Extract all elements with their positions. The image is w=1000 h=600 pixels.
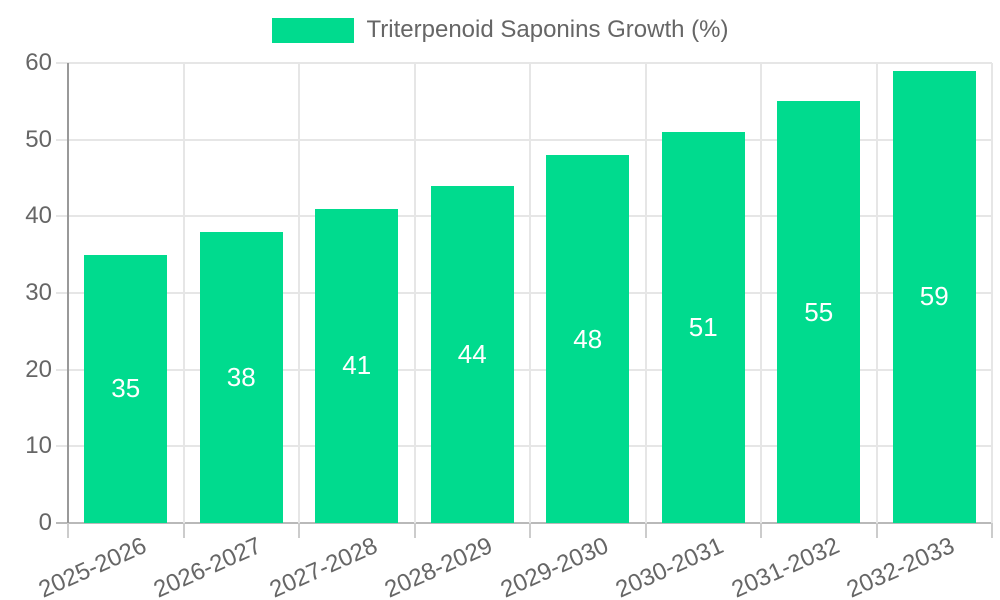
x-axis-tick	[413, 523, 416, 538]
bar[interactable]: 55	[777, 101, 861, 523]
gridline-horizontal	[56, 292, 992, 294]
x-axis-tick	[991, 523, 993, 538]
x-axis-tick	[760, 523, 762, 538]
bar-value-label: 44	[457, 338, 487, 369]
x-axis-tick	[298, 523, 300, 538]
legend: Triterpenoid Saponins Growth (%)	[0, 16, 1000, 44]
gridline-vertical	[413, 63, 416, 523]
x-axis-tick	[529, 523, 531, 538]
legend-swatch[interactable]	[271, 17, 354, 43]
bar-value-label: 38	[226, 361, 256, 392]
gridline-vertical	[182, 63, 185, 523]
gridline-horizontal	[56, 445, 992, 448]
y-axis-label: 20	[25, 355, 52, 383]
gridline-vertical	[760, 63, 762, 523]
x-axis-tick	[644, 523, 647, 538]
gridline-horizontal	[56, 62, 992, 64]
gridline-vertical	[991, 63, 993, 523]
bar-value-label: 51	[688, 312, 718, 342]
y-axis-label: 10	[25, 432, 52, 460]
bar-value-label: 59	[919, 281, 949, 312]
x-axis-tick	[875, 523, 878, 538]
bar[interactable]: 48	[546, 155, 630, 523]
y-axis-label: 40	[25, 202, 52, 230]
bar-value-label: 41	[342, 350, 372, 381]
legend-label[interactable]: Triterpenoid Saponins Growth (%)	[366, 16, 729, 43]
y-axis-label: 60	[25, 49, 52, 76]
x-axis-tick	[67, 523, 69, 538]
bar[interactable]: 51	[661, 132, 745, 523]
bar[interactable]: 44	[430, 185, 514, 523]
bar[interactable]: 35	[84, 254, 168, 523]
y-axis-label: 30	[25, 279, 52, 306]
bar-value-label: 55	[804, 296, 834, 327]
x-axis-line	[56, 522, 992, 524]
gridline-horizontal	[56, 215, 992, 218]
bar[interactable]: 41	[315, 208, 399, 523]
bar[interactable]: 38	[199, 231, 283, 523]
gridline-vertical	[529, 63, 531, 523]
gridline-vertical	[875, 63, 878, 523]
bar-value-label: 48	[573, 323, 603, 354]
y-axis-label: 0	[38, 509, 52, 536]
gridline-horizontal	[56, 368, 992, 371]
bar[interactable]: 59	[892, 70, 976, 523]
gridline-horizontal	[56, 138, 992, 141]
gridline-vertical	[644, 63, 647, 523]
y-axis-line	[67, 63, 69, 523]
y-axis-label: 50	[25, 125, 52, 153]
bar-value-label: 35	[111, 373, 141, 404]
gridline-vertical	[298, 63, 300, 523]
x-axis-tick	[182, 523, 185, 538]
